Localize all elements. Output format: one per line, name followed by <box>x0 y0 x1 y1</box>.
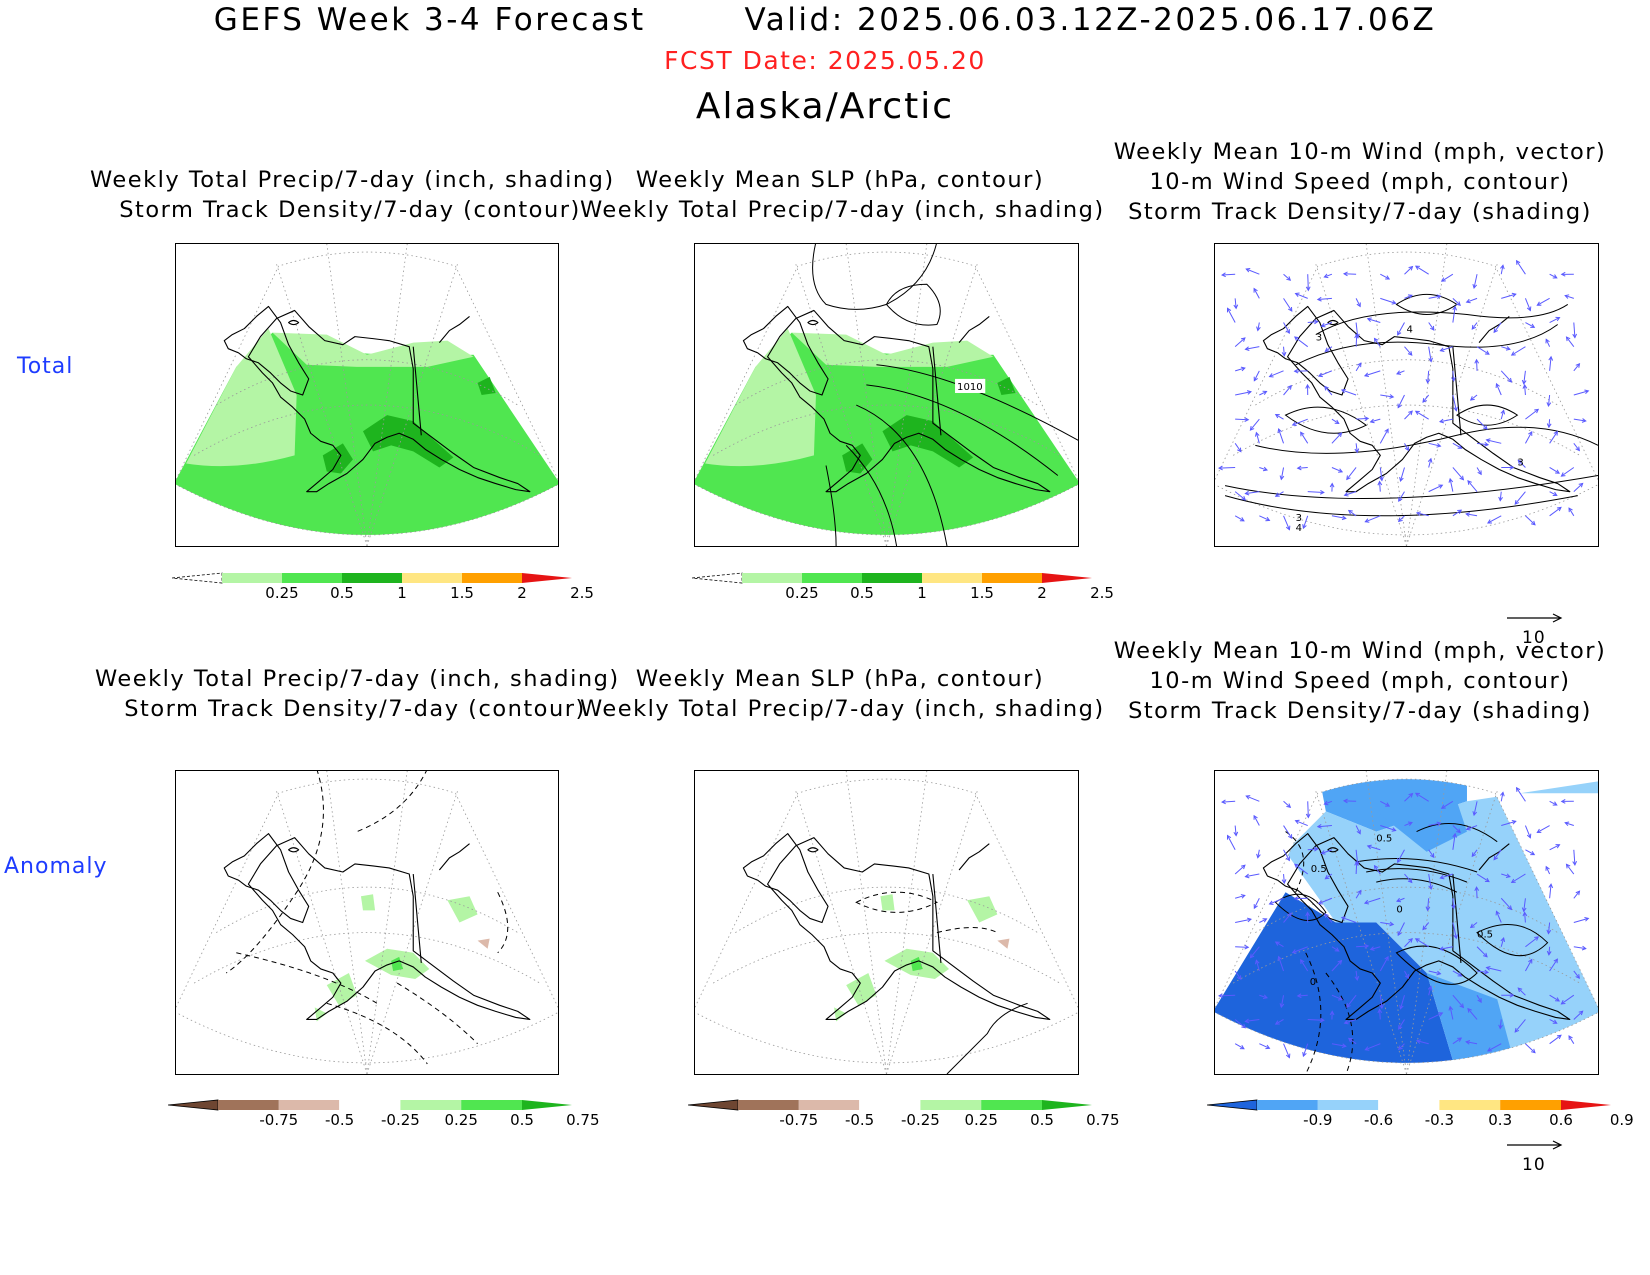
colorbar-tick-label: 1 <box>397 584 407 602</box>
colorbar-tick-label: -0.25 <box>900 1111 940 1129</box>
colorbar-tick-label: 0.75 <box>566 1111 600 1129</box>
colorbar-tick-label: -0.25 <box>380 1111 420 1129</box>
region-title: Alaska/Arctic <box>695 86 955 127</box>
map-panel-total-precip <box>175 243 559 547</box>
panel-title-anomaly-precip: Weekly Total Precip/7-day (inch, shading… <box>95 666 620 722</box>
svg-text:1010: 1010 <box>957 382 983 393</box>
map-panel-anomaly-precip <box>175 770 559 1075</box>
row-label-anomaly: Anomaly <box>4 854 108 879</box>
map-panel-total-slp: 1010 <box>694 243 1079 547</box>
panel-title-anomaly-wind: Weekly Mean 10-m Wind (mph, vector) 10-m … <box>1113 638 1607 724</box>
panel-title-anomaly-slp: Weekly Mean SLP (hPa, contour) Weekly Tot… <box>580 666 1105 722</box>
colorbar-tick-label: 0.25 <box>785 584 819 602</box>
colorbar-tick-label: 2.5 <box>570 584 594 602</box>
map-panel-anomaly-wind: 0.5 0.5 0 0.5 0 <box>1214 770 1599 1075</box>
svg-text:0: 0 <box>1396 904 1402 915</box>
map-panel-anomaly-slp <box>694 770 1079 1075</box>
figure-title: GEFS Week 3-4 Forecast Valid: 2025.06.03… <box>213 2 1437 38</box>
reference-vector-label: 10 <box>1522 628 1546 648</box>
colorbar-tick-label: -0.9 <box>1303 1111 1333 1129</box>
colorbar-tick-label: -0.5 <box>324 1111 355 1129</box>
colorbar-swatches <box>171 572 572 584</box>
svg-text:4: 4 <box>1407 325 1413 336</box>
colorbar-tick-label: 0.5 <box>850 584 874 602</box>
colorbar-tick-label: 1 <box>917 584 927 602</box>
row-label-total: Total <box>17 354 74 379</box>
panel-title-total-precip: Weekly Total Precip/7-day (inch, shading… <box>90 167 615 223</box>
colorbar-tick-label: -0.75 <box>779 1111 819 1129</box>
colorbar-tick-label: 0.25 <box>265 584 299 602</box>
colorbar-tick-label: -0.75 <box>259 1111 299 1129</box>
colorbar-total-slp-precip: 0.25 0.5 1 1.5 2 2.5 <box>691 570 1114 604</box>
svg-text:3: 3 <box>1517 457 1523 468</box>
svg-text:4: 4 <box>1296 523 1302 534</box>
reference-vector-total: 10 <box>1505 610 1565 648</box>
forecast-date: FCST Date: 2025.05.20 <box>664 46 986 75</box>
colorbar-tick-label: 1.5 <box>450 584 474 602</box>
colorbar-swatches <box>167 1099 572 1111</box>
colorbar-tick-label: -0.6 <box>1363 1111 1394 1129</box>
colorbar-total-precip: 0.25 0.5 1 1.5 2 2.5 <box>171 570 594 604</box>
colorbar-anomaly-precip: -0.75 -0.5 -0.25 0.25 0.5 0.75 <box>167 1097 600 1131</box>
colorbar-swatches <box>687 1099 1092 1111</box>
colorbar-tick-label: 0.25 <box>964 1111 998 1129</box>
colorbar-anomaly-slp-precip: -0.75 -0.5 -0.25 0.25 0.5 0.75 <box>687 1097 1120 1131</box>
colorbar-tick-label: 1.5 <box>970 584 994 602</box>
colorbar-tick-label: 2 <box>1037 584 1047 602</box>
colorbar-tick-label: 0.5 <box>1030 1111 1054 1129</box>
colorbar-tick-label: 0.6 <box>1549 1111 1573 1129</box>
colorbar-tick-label: 0.25 <box>444 1111 478 1129</box>
colorbar-tick-label: -0.5 <box>844 1111 875 1129</box>
reference-vector-anomaly: 10 <box>1505 1137 1565 1175</box>
arrow-icon <box>1507 1140 1563 1150</box>
svg-text:0.5: 0.5 <box>1376 834 1392 845</box>
svg-text:0: 0 <box>1310 977 1316 988</box>
colorbar-tick-label: -0.3 <box>1424 1111 1455 1129</box>
colorbar-tick-label: 2 <box>517 584 527 602</box>
svg-text:0.5: 0.5 <box>1311 864 1327 875</box>
colorbar-tick-label: 0.75 <box>1086 1111 1120 1129</box>
colorbar-tick-label: 0.9 <box>1609 1111 1634 1129</box>
colorbar-swatches <box>1206 1099 1611 1111</box>
svg-text:3: 3 <box>1316 333 1322 344</box>
colorbar-tick-label: 0.5 <box>510 1111 534 1129</box>
colorbar-tick-label: 0.3 <box>1488 1111 1513 1129</box>
svg-text:3: 3 <box>1296 513 1302 524</box>
colorbar-tick-label: 0.5 <box>330 584 354 602</box>
colorbar-anomaly-storm-track: -0.9 -0.6 -0.3 0.3 0.6 0.9 <box>1206 1097 1634 1131</box>
svg-text:0.5: 0.5 <box>1477 930 1493 941</box>
panel-title-total-wind: Weekly Mean 10-m Wind (mph, vector) 10-m … <box>1113 139 1607 225</box>
arrow-icon <box>1507 613 1563 623</box>
panel-title-total-slp: Weekly Mean SLP (hPa, contour) Weekly Tot… <box>580 167 1105 223</box>
reference-vector-label: 10 <box>1522 1155 1546 1175</box>
colorbar-tick-label: 2.5 <box>1090 584 1114 602</box>
colorbar-swatches <box>691 572 1092 584</box>
